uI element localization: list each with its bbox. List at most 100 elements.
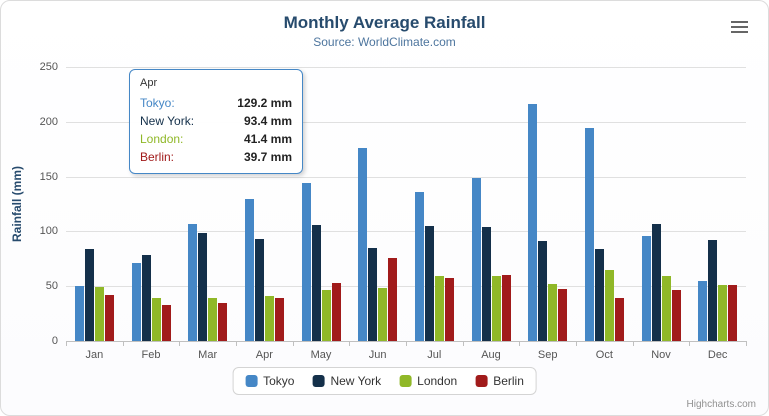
bar-london-feb[interactable] xyxy=(151,298,161,341)
x-axis-tick xyxy=(746,341,747,346)
bar-berlin-apr[interactable] xyxy=(274,297,284,341)
bar-tokyo-nov[interactable] xyxy=(641,236,651,341)
plot-area xyxy=(66,67,747,346)
x-axis-tick xyxy=(349,341,351,346)
bar-new-york-oct[interactable] xyxy=(594,249,604,341)
bar-new-york-jan[interactable] xyxy=(84,249,94,341)
x-axis-label: Oct xyxy=(595,349,613,361)
legend-item-tokyo[interactable]: Tokyo xyxy=(245,374,294,388)
x-axis-label: Feb xyxy=(141,349,161,361)
bar-berlin-nov[interactable] xyxy=(671,289,681,341)
bar-berlin-may[interactable] xyxy=(331,283,341,341)
bar-new-york-nov[interactable] xyxy=(651,224,661,341)
gridline xyxy=(66,121,746,123)
x-axis-label: Apr xyxy=(255,349,273,361)
bar-berlin-jun[interactable] xyxy=(388,258,398,341)
bar-tokyo-jun[interactable] xyxy=(358,148,368,341)
bar-new-york-dec[interactable] xyxy=(708,239,718,341)
bar-berlin-jan[interactable] xyxy=(104,294,114,341)
x-axis-tick xyxy=(66,341,67,346)
tooltip-series-name: Berlin: xyxy=(140,150,175,164)
bar-new-york-feb[interactable] xyxy=(141,254,151,341)
x-axis-tick xyxy=(179,341,181,346)
legend-swatch xyxy=(475,375,488,387)
bar-tokyo-apr[interactable] xyxy=(244,199,254,341)
bar-berlin-mar[interactable] xyxy=(218,303,228,341)
tooltip-series-value: 129.2 mm xyxy=(237,96,292,110)
y-axis-title: Rainfall (mm) xyxy=(10,166,24,243)
tooltip-series-value: 41.4 mm xyxy=(243,132,292,146)
x-axis-label: Mar xyxy=(198,349,218,361)
credits-link[interactable]: Highcharts.com xyxy=(686,399,756,410)
bar-london-mar[interactable] xyxy=(208,297,218,341)
legend-item-berlin[interactable]: Berlin xyxy=(475,374,524,388)
bar-london-jan[interactable] xyxy=(94,287,104,341)
bar-berlin-dec[interactable] xyxy=(728,285,738,341)
x-axis-tick xyxy=(236,341,237,346)
bar-new-york-may[interactable] xyxy=(311,224,321,341)
bar-new-york-jul[interactable] xyxy=(424,225,434,341)
bar-berlin-feb[interactable] xyxy=(161,304,171,341)
bar-new-york-mar[interactable] xyxy=(198,233,208,341)
y-axis-label: 150 xyxy=(39,170,58,183)
hamburger-icon[interactable] xyxy=(731,21,748,36)
x-axis-tick xyxy=(519,341,521,346)
hamburger-line xyxy=(731,31,748,33)
hamburger-line xyxy=(731,26,748,28)
x-axis-label: Dec xyxy=(707,349,728,361)
bar-new-york-sep[interactable] xyxy=(538,241,548,341)
bar-tokyo-feb[interactable] xyxy=(131,262,141,341)
y-axis-label: 100 xyxy=(39,225,58,238)
chart-subtitle: Source: WorldClimate.com xyxy=(313,35,456,49)
bar-new-york-aug[interactable] xyxy=(481,226,491,341)
tooltip-series-name: Tokyo: xyxy=(140,96,175,110)
gridline xyxy=(66,231,746,233)
tooltip-series-value: 93.4 mm xyxy=(243,114,292,128)
legend-label: New York xyxy=(330,374,382,388)
bar-tokyo-sep[interactable] xyxy=(528,103,538,341)
legend-item-new-york[interactable]: New York xyxy=(312,374,381,388)
tooltip-series-name: London: xyxy=(140,132,184,146)
x-axis-tick xyxy=(689,341,691,346)
legend-swatch xyxy=(312,375,325,387)
bar-london-dec[interactable] xyxy=(718,284,728,341)
bar-new-york-jun[interactable] xyxy=(368,248,378,341)
bar-london-oct[interactable] xyxy=(604,269,614,341)
bar-london-jul[interactable] xyxy=(434,276,444,341)
bar-tokyo-mar[interactable] xyxy=(188,224,198,341)
tooltip-series-name: New York: xyxy=(140,114,195,128)
gridline xyxy=(66,67,746,68)
bar-london-sep[interactable] xyxy=(548,283,558,341)
x-axis-label: May xyxy=(310,349,332,361)
bar-tokyo-aug[interactable] xyxy=(471,178,481,341)
bar-london-jun[interactable] xyxy=(378,288,388,341)
bar-tokyo-dec[interactable] xyxy=(698,281,708,341)
tooltip-row: Tokyo: 129.2 mm xyxy=(140,94,292,112)
x-axis-label: Sep xyxy=(537,349,558,361)
x-axis-label: Nov xyxy=(651,349,671,361)
bar-london-aug[interactable] xyxy=(491,275,501,341)
legend-item-london[interactable]: London xyxy=(399,374,457,388)
legend-swatch xyxy=(245,375,258,387)
bar-new-york-apr[interactable] xyxy=(254,238,264,341)
x-axis-label: Jul xyxy=(427,349,442,361)
bar-london-apr[interactable] xyxy=(264,295,274,341)
gridline xyxy=(66,176,746,178)
bar-berlin-oct[interactable] xyxy=(614,298,624,341)
bar-tokyo-jan[interactable] xyxy=(74,286,84,341)
bar-tokyo-oct[interactable] xyxy=(584,128,594,341)
legend-label: Tokyo xyxy=(263,374,295,388)
bar-tokyo-may[interactable] xyxy=(301,183,311,341)
x-axis-tick xyxy=(632,341,634,346)
x-axis-tick xyxy=(292,341,294,346)
y-axis-label: 250 xyxy=(39,61,58,73)
bar-berlin-jul[interactable] xyxy=(444,278,454,341)
bar-berlin-aug[interactable] xyxy=(501,274,511,341)
x-axis-tick xyxy=(406,341,407,346)
x-axis-label: Jun xyxy=(368,349,387,361)
x-axis-tick xyxy=(122,341,124,346)
bar-tokyo-jul[interactable] xyxy=(414,192,424,341)
bar-berlin-sep[interactable] xyxy=(558,288,568,341)
bar-london-may[interactable] xyxy=(321,289,331,341)
bar-london-nov[interactable] xyxy=(661,276,671,341)
